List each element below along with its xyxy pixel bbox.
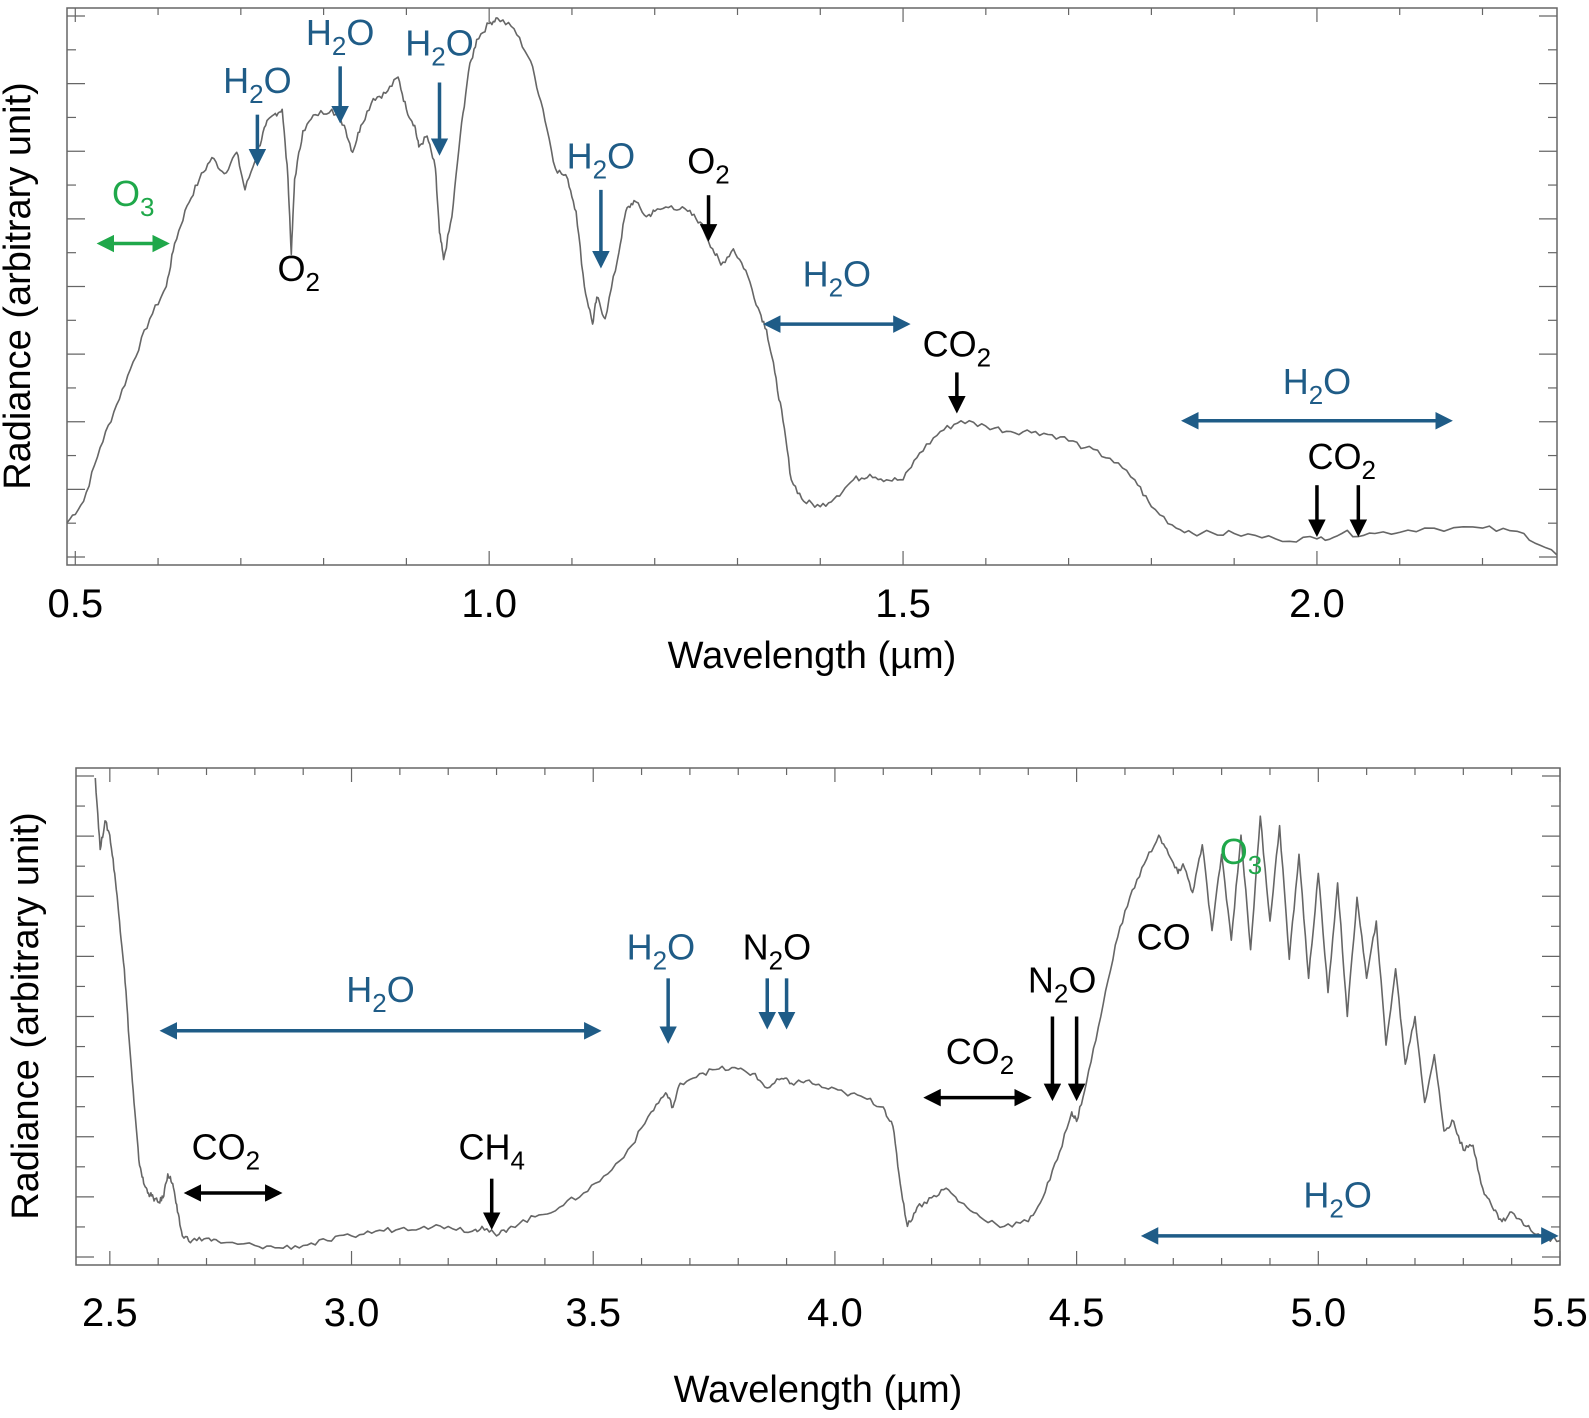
gas-annotation: H2O — [762, 254, 911, 333]
x-tick-label: 2.0 — [1289, 582, 1345, 626]
gas-label: CO2 — [923, 323, 991, 372]
gas-annotation: O3 — [96, 173, 170, 253]
gas-label: H2O — [346, 969, 414, 1018]
x-axis-title: Wavelength (µm) — [668, 635, 957, 677]
plot-frame — [75, 767, 1561, 1266]
gas-annotation: H2O — [1181, 361, 1453, 430]
gas-label: CO2 — [192, 1127, 260, 1176]
gas-label: O2 — [687, 141, 729, 190]
gas-label: H2O — [803, 254, 871, 303]
gas-label: H2O — [306, 12, 374, 61]
gas-annotation: CO — [1137, 917, 1191, 958]
gas-label: O3 — [112, 173, 154, 222]
gas-annotation: H2O — [223, 60, 292, 167]
panel-mid-ir: 2.5 3.0 3.5 4.0 4.5 5.0 5.5 Wavelength (µm) Radi… — [5, 767, 1588, 1411]
gas-annotation: O2 — [687, 141, 730, 242]
gas-label: H2O — [223, 60, 291, 109]
x-tick-label: 1.0 — [461, 582, 517, 626]
gas-label: CO2 — [1308, 436, 1376, 485]
x-tick-label: 2.5 — [82, 1291, 138, 1335]
gas-label: O3 — [1220, 831, 1262, 880]
x-tick-label: 3.0 — [324, 1291, 380, 1335]
x-tick-label: 4.0 — [807, 1291, 863, 1335]
gas-annotation: N2O — [743, 926, 811, 1030]
x-tick-label: 1.5 — [875, 582, 931, 626]
gas-label: CO2 — [946, 1031, 1014, 1080]
gas-label: H2O — [1283, 361, 1351, 410]
gas-label: N2O — [743, 926, 811, 975]
x-tick-label: 0.5 — [47, 582, 103, 626]
gas-annotation: H2O — [567, 135, 635, 269]
gas-label: O2 — [278, 248, 320, 297]
x-axis-title: Wavelength (µm) — [674, 1369, 963, 1411]
gas-label: H2O — [405, 23, 473, 72]
gas-annotation: CO2 — [1308, 436, 1376, 538]
gas-label: H2O — [627, 926, 695, 975]
gas-annotation: H2O — [405, 23, 474, 156]
gas-annotation: N2O — [1028, 960, 1096, 1102]
gas-label: H2O — [567, 135, 635, 184]
gas-annotation: CH4 — [458, 1127, 525, 1230]
gas-annotation: CO2 — [183, 1127, 283, 1202]
gas-label: CH4 — [458, 1127, 524, 1176]
spectrum-line — [66, 17, 1558, 556]
panel-visible-nir: 0.5 1.0 1.5 2.0 Wavelength (µm) Radiance (arb… — [0, 7, 1558, 677]
spectrum-line — [94, 777, 1561, 1250]
gas-annotation: H2O — [1140, 1174, 1559, 1245]
x-tick-label: 5.0 — [1291, 1291, 1347, 1335]
x-tick-label: 4.5 — [1049, 1291, 1105, 1335]
gas-annotation: H2O — [159, 969, 602, 1040]
gas-annotation: CO2 — [923, 1031, 1032, 1107]
gas-label: N2O — [1028, 960, 1096, 1009]
x-tick-label: 5.5 — [1532, 1291, 1588, 1335]
gas-annotation: H2O — [306, 12, 374, 124]
gas-annotation: CO2 — [923, 323, 991, 414]
gas-annotation: O3 — [1220, 831, 1262, 880]
y-axis-title: Radiance (arbitrary unit) — [5, 812, 47, 1220]
gas-annotation: H2O — [627, 926, 695, 1044]
y-axis-title: Radiance (arbitrary unit) — [0, 82, 39, 490]
x-tick-label: 3.5 — [565, 1291, 621, 1335]
gas-label: CO — [1137, 917, 1191, 958]
gas-label: H2O — [1303, 1174, 1371, 1223]
gas-annotation: O2 — [278, 248, 320, 297]
